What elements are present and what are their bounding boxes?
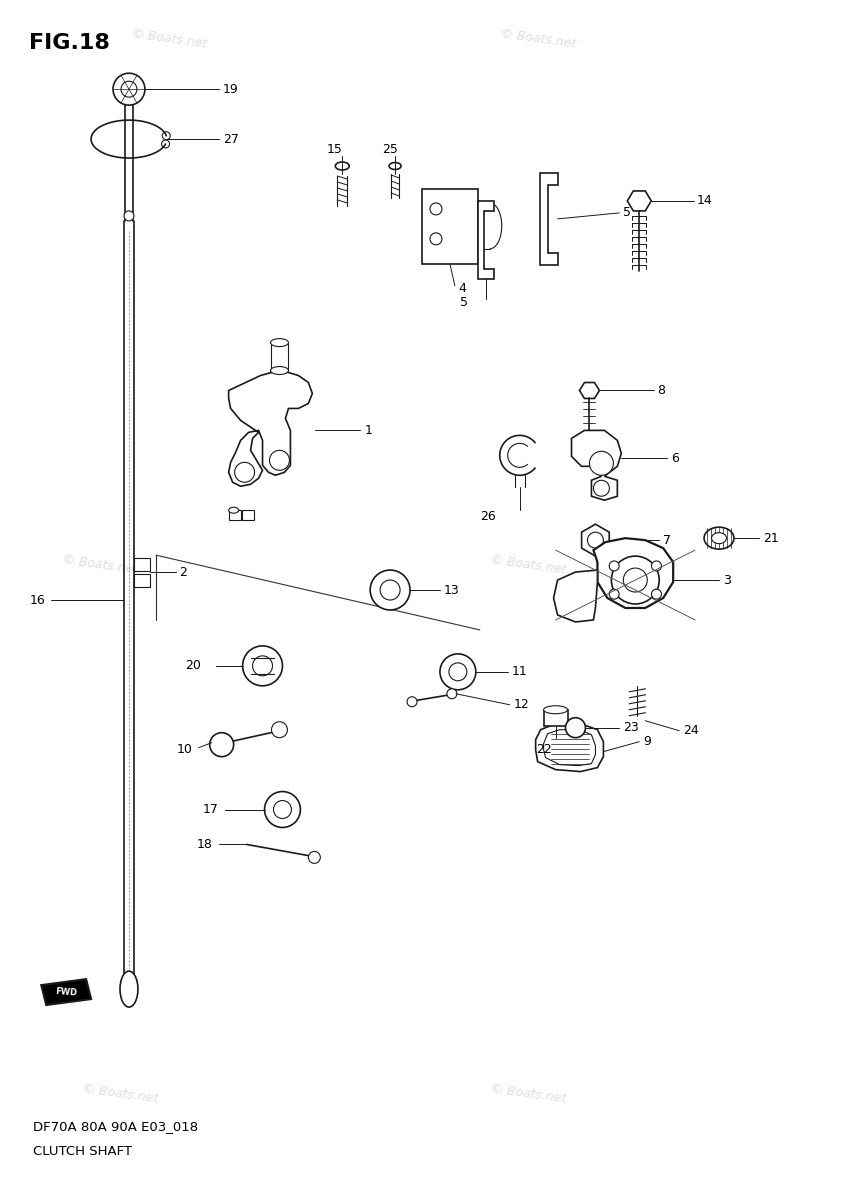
Text: 12: 12 — [514, 698, 530, 712]
Ellipse shape — [389, 162, 401, 169]
Text: © Boats.net: © Boats.net — [490, 553, 567, 577]
Circle shape — [162, 132, 170, 139]
Polygon shape — [581, 524, 609, 556]
Text: © Boats.net: © Boats.net — [61, 553, 139, 577]
Circle shape — [651, 560, 662, 571]
Circle shape — [380, 580, 400, 600]
Text: 5: 5 — [460, 296, 468, 310]
Ellipse shape — [228, 508, 239, 514]
Circle shape — [113, 73, 145, 106]
Text: FIG.18: FIG.18 — [30, 34, 110, 53]
Text: 13: 13 — [444, 583, 459, 596]
Circle shape — [407, 697, 417, 707]
Circle shape — [272, 721, 288, 738]
Polygon shape — [478, 200, 494, 278]
Circle shape — [447, 689, 457, 698]
Circle shape — [449, 662, 467, 680]
Text: © Boats.net: © Boats.net — [131, 28, 208, 52]
Ellipse shape — [120, 971, 138, 1007]
Text: 2: 2 — [179, 565, 187, 578]
Text: 26: 26 — [480, 510, 496, 523]
Text: 8: 8 — [657, 384, 665, 397]
Text: DF70A 80A 90A E03_018: DF70A 80A 90A E03_018 — [33, 1121, 199, 1133]
Circle shape — [593, 480, 609, 497]
Text: 18: 18 — [197, 838, 212, 851]
Text: 25: 25 — [382, 143, 398, 156]
Circle shape — [565, 718, 585, 738]
Text: 6: 6 — [671, 452, 679, 464]
Ellipse shape — [335, 162, 349, 170]
Text: CLUTCH SHAFT: CLUTCH SHAFT — [33, 1145, 132, 1158]
Circle shape — [273, 800, 291, 818]
Text: 16: 16 — [30, 594, 45, 606]
Polygon shape — [580, 383, 600, 398]
Text: 17: 17 — [203, 803, 218, 816]
Bar — [242, 510, 254, 520]
Polygon shape — [553, 570, 597, 622]
Text: 23: 23 — [624, 721, 639, 734]
Circle shape — [590, 451, 613, 475]
Polygon shape — [572, 431, 621, 500]
Circle shape — [162, 140, 169, 148]
Polygon shape — [41, 979, 91, 1006]
Circle shape — [121, 82, 137, 97]
Text: 14: 14 — [697, 194, 713, 208]
Text: FWD: FWD — [55, 986, 77, 997]
Circle shape — [265, 792, 300, 828]
Bar — [134, 574, 150, 587]
Polygon shape — [536, 724, 603, 772]
Bar — [422, 188, 478, 264]
Text: 21: 21 — [763, 532, 778, 545]
Text: 27: 27 — [222, 132, 239, 145]
Polygon shape — [628, 191, 651, 211]
Ellipse shape — [544, 706, 568, 714]
Text: 7: 7 — [663, 534, 671, 547]
Text: © Boats.net: © Boats.net — [500, 28, 577, 52]
Text: 20: 20 — [185, 659, 201, 672]
Circle shape — [371, 570, 410, 610]
Text: 1: 1 — [364, 424, 372, 437]
Text: 19: 19 — [222, 83, 239, 96]
Bar — [544, 709, 568, 726]
Bar — [271, 342, 288, 371]
Circle shape — [234, 462, 255, 482]
Circle shape — [624, 568, 647, 592]
Circle shape — [210, 733, 233, 757]
Text: © Boats.net: © Boats.net — [490, 1082, 567, 1105]
Circle shape — [609, 560, 619, 571]
Text: 9: 9 — [643, 736, 651, 748]
Text: 5: 5 — [624, 206, 631, 220]
Bar — [228, 510, 240, 520]
Text: 3: 3 — [723, 574, 731, 587]
Polygon shape — [593, 538, 673, 608]
Circle shape — [430, 233, 442, 245]
Circle shape — [253, 656, 272, 676]
Text: © Boats.net: © Boats.net — [81, 1082, 158, 1105]
Circle shape — [609, 589, 619, 599]
Polygon shape — [540, 173, 558, 265]
Circle shape — [270, 450, 289, 470]
Ellipse shape — [704, 527, 734, 550]
Circle shape — [612, 556, 659, 604]
Circle shape — [587, 532, 603, 548]
Polygon shape — [228, 371, 312, 486]
Circle shape — [243, 646, 283, 686]
Text: 24: 24 — [683, 724, 699, 737]
Circle shape — [440, 654, 475, 690]
Ellipse shape — [271, 366, 288, 374]
Circle shape — [651, 589, 662, 599]
Text: 4: 4 — [458, 282, 466, 295]
Text: 10: 10 — [177, 743, 193, 756]
Polygon shape — [544, 730, 596, 766]
Text: 22: 22 — [536, 743, 552, 756]
Text: 11: 11 — [512, 665, 527, 678]
Text: 15: 15 — [327, 143, 343, 156]
Ellipse shape — [271, 338, 288, 347]
Bar — [134, 558, 150, 571]
Ellipse shape — [711, 533, 727, 544]
Circle shape — [309, 852, 321, 863]
Circle shape — [430, 203, 442, 215]
Ellipse shape — [124, 211, 134, 221]
